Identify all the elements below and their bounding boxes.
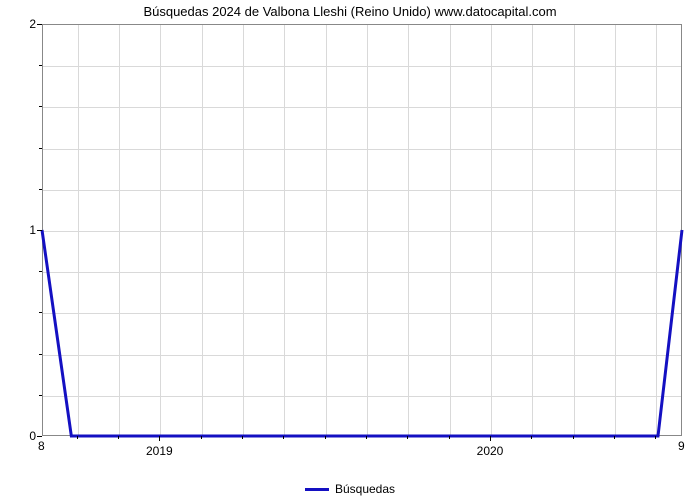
y-axis-minor-tick [39,271,42,272]
y-axis-tick-mark [37,24,42,25]
y-axis-minor-tick [39,312,42,313]
legend: Búsquedas [0,482,700,496]
x-axis-minor-tick [242,436,243,439]
y-axis-minor-tick [39,65,42,66]
x-axis-tick-mark [490,436,491,441]
legend-swatch [305,488,329,491]
x-axis-minor-tick [655,436,656,439]
x-axis-minor-tick [366,436,367,439]
y-axis-tick-label: 0 [8,429,36,443]
y-axis-minor-tick [39,148,42,149]
x-axis-tick-mark [159,436,160,441]
x-axis-minor-tick [201,436,202,439]
y-axis-tick-label: 1 [8,223,36,237]
x-axis-minor-tick [531,436,532,439]
y-axis-minor-tick [39,395,42,396]
x-axis-minor-tick [77,436,78,439]
y-axis-tick-mark [37,230,42,231]
y-axis-tick-mark [37,436,42,437]
chart-container: Búsquedas 2024 de Valbona Lleshi (Reino … [0,0,700,500]
legend-label: Búsquedas [335,482,395,496]
x-axis-minor-tick [283,436,284,439]
below-left-label: 8 [38,439,45,453]
x-axis-tick-label: 2020 [477,444,504,458]
y-axis-minor-tick [39,354,42,355]
data-line [0,0,700,500]
y-axis-minor-tick [39,189,42,190]
x-axis-minor-tick [407,436,408,439]
x-axis-minor-tick [614,436,615,439]
below-right-label: 9 [678,439,685,453]
x-axis-minor-tick [573,436,574,439]
x-axis-tick-label: 2019 [146,444,173,458]
y-axis-minor-tick [39,106,42,107]
x-axis-minor-tick [449,436,450,439]
y-axis-tick-label: 2 [8,17,36,31]
x-axis-minor-tick [118,436,119,439]
x-axis-minor-tick [325,436,326,439]
